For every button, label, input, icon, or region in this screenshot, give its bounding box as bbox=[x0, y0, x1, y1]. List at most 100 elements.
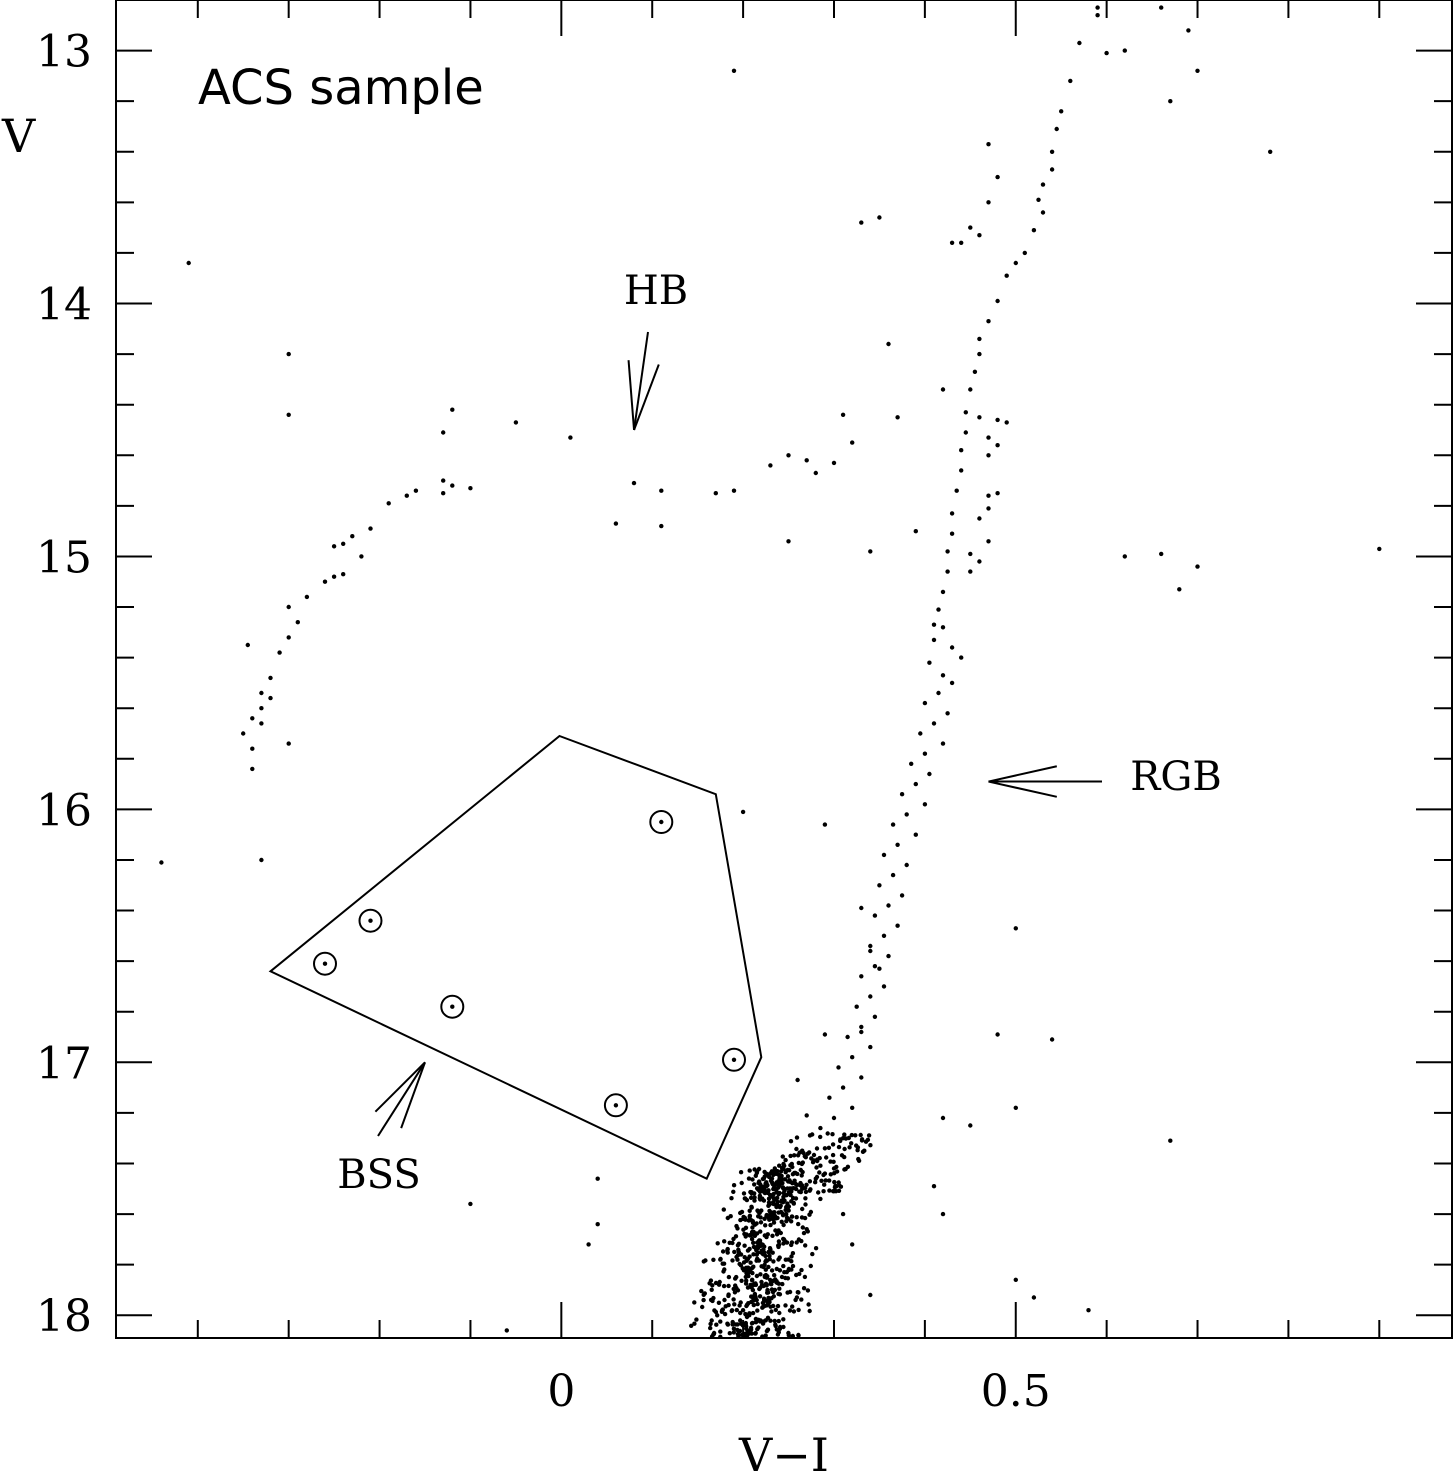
star-point bbox=[904, 862, 909, 868]
star-point bbox=[803, 1202, 808, 1207]
star-point bbox=[259, 857, 264, 863]
star-point bbox=[735, 1327, 740, 1333]
star-point bbox=[763, 1281, 769, 1287]
star-point bbox=[722, 1297, 727, 1303]
star-point bbox=[745, 1248, 751, 1253]
star-point bbox=[778, 1181, 783, 1187]
star-point bbox=[721, 1283, 727, 1289]
star-point bbox=[776, 1192, 781, 1197]
star-point bbox=[350, 534, 355, 539]
star-point bbox=[770, 1216, 775, 1222]
star-point bbox=[968, 569, 973, 574]
axis-ticks: 0 0.5 13 14 15 16 17 18 bbox=[36, 0, 1452, 1417]
star-point bbox=[733, 1322, 739, 1327]
star-point bbox=[738, 1318, 743, 1323]
star-point bbox=[736, 1249, 742, 1255]
star-point bbox=[968, 225, 973, 230]
star-point bbox=[740, 809, 746, 815]
star-point bbox=[872, 964, 878, 969]
star-point bbox=[881, 984, 887, 989]
star-point bbox=[800, 1206, 805, 1212]
star-point bbox=[922, 802, 928, 807]
star-point bbox=[831, 460, 837, 466]
star-point bbox=[886, 953, 891, 959]
star-point bbox=[748, 1327, 754, 1332]
star-point bbox=[890, 822, 896, 827]
star-point bbox=[768, 1171, 773, 1176]
star-point bbox=[805, 1288, 811, 1293]
star-point bbox=[977, 336, 982, 342]
star-point bbox=[735, 1243, 741, 1248]
star-point bbox=[751, 1244, 757, 1250]
star-point bbox=[761, 1198, 767, 1203]
star-point bbox=[818, 1196, 823, 1202]
star-point bbox=[766, 1264, 771, 1270]
star-point bbox=[764, 1234, 769, 1240]
star-point bbox=[793, 1181, 798, 1187]
star-point bbox=[827, 1095, 832, 1100]
star-point bbox=[895, 842, 900, 847]
star-point bbox=[790, 1251, 796, 1256]
star-point bbox=[723, 1304, 728, 1309]
star-point bbox=[760, 1300, 766, 1306]
star-point bbox=[945, 711, 950, 716]
star-point bbox=[986, 493, 991, 498]
star-point bbox=[825, 1131, 830, 1136]
star-point bbox=[734, 1223, 739, 1229]
star-point bbox=[803, 1189, 809, 1195]
star-point bbox=[782, 1186, 787, 1192]
star-point bbox=[846, 1135, 851, 1141]
star-point bbox=[840, 1211, 846, 1217]
star-point bbox=[963, 430, 968, 435]
star-point bbox=[794, 1240, 799, 1245]
star-point bbox=[940, 1211, 946, 1217]
star-point bbox=[748, 1195, 754, 1201]
star-point bbox=[783, 1303, 788, 1308]
star-point bbox=[771, 1171, 777, 1177]
star-point bbox=[774, 1280, 780, 1286]
star-point bbox=[769, 1309, 774, 1314]
star-point bbox=[927, 660, 932, 665]
star-point bbox=[751, 1252, 756, 1257]
star-point bbox=[868, 1143, 873, 1148]
star-point bbox=[801, 1230, 807, 1236]
star-point bbox=[802, 1274, 808, 1280]
star-point bbox=[750, 1320, 755, 1326]
star-point bbox=[701, 1292, 706, 1298]
star-point bbox=[1036, 197, 1041, 202]
star-point bbox=[1049, 1037, 1055, 1042]
star-point bbox=[715, 1241, 720, 1246]
star-point bbox=[738, 1210, 743, 1216]
y-tick-label: 14 bbox=[36, 280, 92, 331]
star-point bbox=[918, 731, 923, 736]
star-point bbox=[747, 1208, 752, 1214]
star-point bbox=[779, 1219, 784, 1225]
star-point bbox=[759, 1282, 765, 1288]
star-point bbox=[286, 741, 291, 746]
star-point bbox=[814, 1146, 820, 1151]
star-point bbox=[1059, 109, 1064, 114]
star-point bbox=[830, 1132, 835, 1137]
annotation-arrows bbox=[374, 331, 1102, 1137]
star-point bbox=[752, 1198, 757, 1203]
star-point bbox=[1095, 13, 1100, 18]
star-point bbox=[760, 1334, 765, 1339]
star-point bbox=[784, 1219, 789, 1224]
star-point bbox=[286, 412, 291, 417]
star-point bbox=[772, 1166, 777, 1171]
star-point bbox=[758, 1220, 764, 1225]
star-point bbox=[770, 1278, 776, 1284]
star-point bbox=[949, 240, 955, 245]
star-point bbox=[968, 387, 973, 392]
star-point bbox=[805, 1229, 810, 1234]
annotation-rgb: RGB bbox=[1130, 754, 1221, 800]
star-point bbox=[995, 174, 1000, 180]
star-point bbox=[742, 1196, 747, 1201]
star-point bbox=[718, 1329, 723, 1334]
star-point bbox=[739, 1180, 744, 1186]
star-point bbox=[767, 1253, 772, 1259]
star-point bbox=[822, 1146, 828, 1151]
star-point bbox=[746, 1218, 751, 1223]
star-point bbox=[776, 1291, 781, 1297]
star-point bbox=[750, 1310, 756, 1316]
